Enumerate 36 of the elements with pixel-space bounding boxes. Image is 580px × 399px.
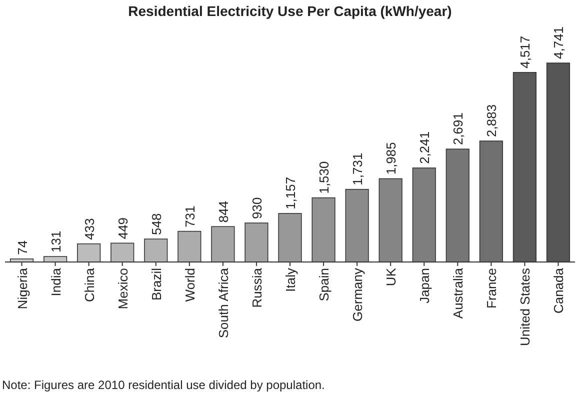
data-label: 930 — [249, 197, 264, 219]
x-tick-label: France — [484, 268, 500, 308]
x-tick-label: Nigeria — [14, 267, 30, 310]
x-tick-label: Brazil — [148, 268, 164, 301]
data-label: 4,741 — [551, 26, 566, 59]
x-tick-label: UK — [384, 268, 399, 286]
data-label: 844 — [216, 200, 231, 223]
data-label: 2,241 — [417, 131, 432, 164]
x-tick-label: United States — [518, 268, 533, 346]
data-label: 548 — [148, 213, 164, 235]
x-tick-label: World — [182, 268, 198, 302]
data-label: 433 — [82, 218, 97, 240]
data-label: 74 — [14, 240, 30, 255]
text: Note: Figures are 2010 residential use divided by population. — [2, 378, 325, 392]
data-label: 2,883 — [484, 104, 500, 137]
data-label: 4,517 — [518, 36, 533, 68]
x-tick-label: Russia — [249, 267, 264, 308]
data-label: 1,731 — [350, 152, 366, 186]
chart-title: Residential Electricity Use Per Capita (kWh/year) — [128, 3, 452, 19]
x-tick-label: Australia — [450, 267, 466, 319]
data-label: 1,157 — [283, 176, 298, 210]
x-tick-label: India — [48, 267, 64, 296]
x-tick-label: Canada — [551, 267, 566, 314]
data-label: 449 — [115, 217, 130, 240]
data-label: 2,691 — [450, 112, 466, 146]
x-tick-label: China — [82, 267, 97, 302]
data-label: 1,985 — [384, 142, 399, 175]
x-tick-label: Spain — [316, 268, 332, 302]
x-tick-label: South Africa — [216, 267, 231, 338]
data-label: 731 — [182, 206, 198, 228]
data-label: 131 — [48, 230, 64, 252]
x-tick-label: Italy — [283, 268, 298, 292]
x-tick-label: Germany — [350, 268, 366, 322]
data-label: 1,530 — [316, 161, 332, 194]
x-tick-label: Mexico — [115, 268, 130, 310]
x-tick-label: Japan — [417, 268, 432, 304]
